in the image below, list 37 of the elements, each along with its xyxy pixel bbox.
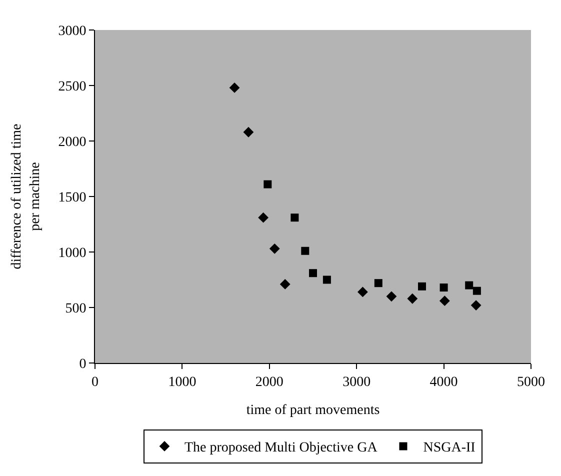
point <box>322 276 331 284</box>
y-tick-label: 2500 <box>58 79 86 94</box>
legend-label: NSGA-II <box>423 440 476 456</box>
y-tick-label: 1500 <box>58 190 86 206</box>
y-axis-title: difference of utilized time per machine <box>10 124 43 270</box>
y-tick-label: 0 <box>79 356 86 372</box>
point <box>418 282 426 290</box>
point <box>309 269 317 278</box>
legend-label: The proposed Multi Objective GA <box>184 440 378 456</box>
y-tick-label: 1000 <box>58 246 86 261</box>
y-tick-label: 500 <box>65 301 86 316</box>
point <box>440 284 448 292</box>
x-tick-label: 4000 <box>430 374 458 390</box>
point <box>258 212 268 223</box>
x-tick-label: 5000 <box>517 374 545 390</box>
y-tick-label: 3000 <box>58 24 86 39</box>
point <box>229 82 240 93</box>
point <box>243 126 254 138</box>
point <box>439 296 450 306</box>
y-tick-label: 2000 <box>58 134 86 150</box>
x-tick-label: 1000 <box>168 374 196 390</box>
x-tick-label: 3000 <box>342 374 371 390</box>
point <box>280 278 290 290</box>
x-tick-label: 2000 <box>255 374 284 390</box>
point <box>290 214 299 222</box>
x-tick-label: 0 <box>92 374 98 390</box>
point <box>301 246 310 255</box>
point <box>472 286 481 295</box>
point <box>386 291 397 302</box>
point <box>374 279 382 288</box>
x-axis-title: time of part movements <box>246 403 380 418</box>
point <box>358 286 368 298</box>
point <box>465 281 474 290</box>
point <box>269 243 280 254</box>
point <box>407 293 418 304</box>
point <box>470 300 482 310</box>
point <box>264 180 272 188</box>
